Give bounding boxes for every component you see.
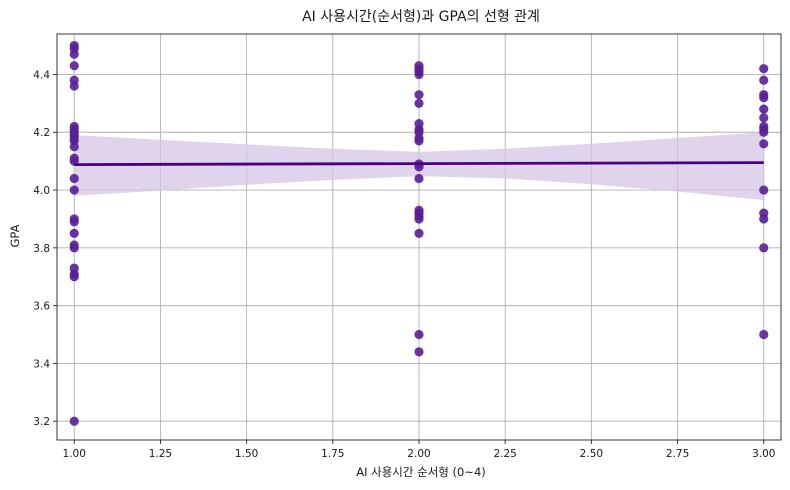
- data-point: [69, 173, 79, 184]
- data-point: [759, 113, 769, 123]
- x-axis-label: AI 사용시간 순서형 (0~4): [356, 465, 486, 479]
- x-tick-label: 2.75: [666, 448, 689, 460]
- data-point: [414, 214, 424, 224]
- data-point: [759, 139, 769, 149]
- x-tick-label: 3.00: [752, 448, 775, 460]
- data-point: [759, 185, 769, 195]
- data-point: [414, 347, 424, 357]
- y-tick-label: 4.4: [33, 69, 50, 81]
- data-point: [69, 49, 79, 59]
- data-point: [69, 272, 79, 282]
- y-tick-label: 3.8: [33, 243, 50, 255]
- data-point: [414, 90, 424, 100]
- data-point: [69, 217, 79, 227]
- x-tick-label: 2.50: [580, 448, 603, 460]
- x-tick-label: 2.25: [493, 448, 516, 460]
- x-tick-label: 1.50: [235, 448, 258, 460]
- data-point: [69, 243, 79, 253]
- x-tick-label: 1.75: [321, 448, 344, 460]
- data-point: [69, 228, 79, 238]
- data-point: [759, 75, 769, 85]
- data-point: [414, 69, 424, 80]
- data-point: [759, 64, 769, 74]
- y-tick-label: 3.2: [33, 416, 50, 428]
- data-point: [759, 127, 769, 137]
- y-axis-label: GPA: [8, 224, 22, 247]
- data-point: [414, 173, 424, 184]
- data-point: [759, 214, 769, 224]
- x-tick-label: 1.00: [63, 448, 86, 460]
- data-point: [69, 142, 79, 152]
- data-point: [414, 136, 424, 146]
- data-point: [759, 243, 769, 253]
- x-tick-label: 2.00: [407, 448, 430, 460]
- data-point: [69, 81, 79, 91]
- data-point: [69, 185, 79, 195]
- chart-title: AI 사용시간(순서형)과 GPA의 선형 관계: [302, 9, 540, 25]
- y-tick-label: 3.4: [33, 358, 50, 370]
- regression-line: [74, 161, 764, 167]
- data-point: [759, 104, 769, 114]
- plot-area: 1.00 1.25 1.50 1.75 2.00 2.25 2.50 2.75 3.00 3.2 3…: [33, 33, 782, 460]
- data-point: [414, 228, 424, 238]
- y-tick-label: 4.2: [33, 127, 50, 139]
- x-tick-label: 1.25: [149, 448, 172, 460]
- y-tick-label: 4.0: [33, 185, 50, 197]
- data-point: [414, 98, 424, 108]
- data-point: [69, 416, 79, 426]
- data-point: [69, 61, 79, 71]
- data-point: [414, 329, 424, 340]
- data-point: [759, 329, 769, 340]
- y-tick-label: 3.6: [33, 301, 50, 313]
- data-point: [759, 92, 769, 103]
